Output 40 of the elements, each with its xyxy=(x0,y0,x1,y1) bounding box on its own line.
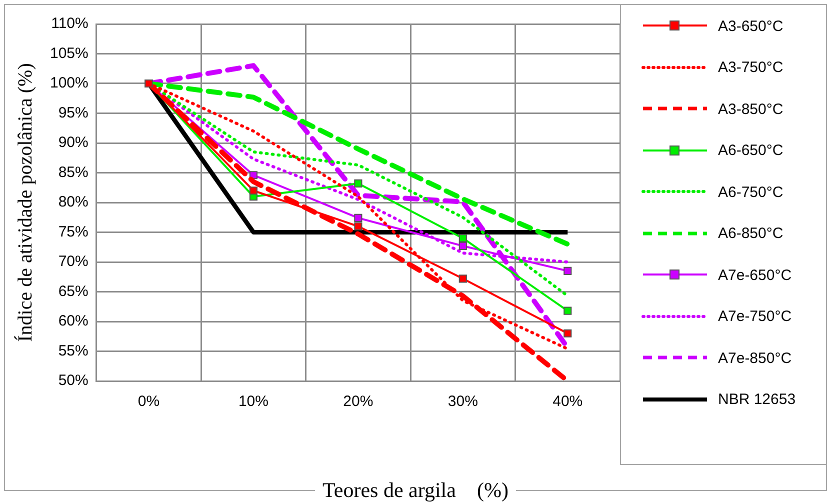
point xyxy=(249,186,258,195)
point xyxy=(458,242,467,250)
x-tick-label: 40% xyxy=(552,393,583,410)
point xyxy=(354,222,362,230)
legend-label: A7e-850°C xyxy=(718,350,792,366)
point xyxy=(564,329,572,338)
y-tick-label: 75% xyxy=(58,223,88,240)
point xyxy=(354,179,362,188)
y-tick-label: 65% xyxy=(58,282,88,300)
legend-label: A3-850°C xyxy=(718,100,784,118)
y-tick-label: 55% xyxy=(58,342,88,360)
x-tick-label: 30% xyxy=(448,393,478,410)
legend-label: A3-650°C xyxy=(718,18,784,34)
point xyxy=(354,214,362,222)
y-tick-label: 95% xyxy=(58,104,88,122)
point xyxy=(458,234,467,242)
legend-label: A6-750°C xyxy=(718,184,784,200)
x-tick-label: 10% xyxy=(238,393,268,410)
legend-label: A6-650°C xyxy=(718,142,784,159)
legend-label: A3-750°C xyxy=(718,59,784,76)
legend-label: A6-850°C xyxy=(718,225,784,242)
y-tick-label: 100% xyxy=(50,74,88,92)
y-tick-label: 110% xyxy=(51,15,88,32)
y-tick-label: 85% xyxy=(58,164,88,181)
point xyxy=(564,266,572,275)
y-tick-label: 70% xyxy=(58,253,88,270)
y-tick-label: 105% xyxy=(50,44,88,62)
y-axis-title: Índice de atividade pozolânica (%) xyxy=(13,63,36,342)
x-tick-label: 20% xyxy=(343,393,374,410)
y-tick-label: 90% xyxy=(58,134,88,152)
x-axis-title: Teores de argila (%) xyxy=(314,478,516,502)
y-tick-label: 60% xyxy=(58,312,88,330)
x-tick-label: 0% xyxy=(138,393,160,410)
y-tick-label: 50% xyxy=(58,372,88,390)
legend-label: NBR 12653 xyxy=(718,391,796,408)
legend-label: A7e-650°C xyxy=(718,266,792,284)
legend-label: A7e-750°C xyxy=(718,308,792,325)
y-tick-label: 80% xyxy=(58,194,88,211)
point xyxy=(458,274,467,283)
point xyxy=(564,306,572,315)
